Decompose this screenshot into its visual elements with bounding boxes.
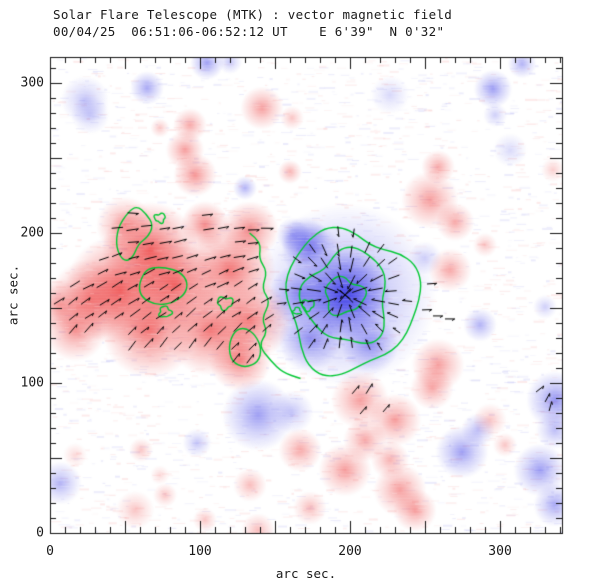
plot-title: Solar Flare Telescope (MTK) : vector mag… (53, 7, 453, 22)
x-tick-label: 300 (488, 544, 512, 559)
y-tick-label: 100 (20, 375, 44, 391)
x-tick-label: 200 (338, 544, 362, 559)
y-tick-label: 300 (20, 75, 44, 91)
y-tick-label: 200 (20, 225, 44, 241)
x-tick-label: 100 (188, 544, 212, 559)
x-axis-label: arc sec. (275, 566, 337, 581)
y-tick-label: 0 (36, 525, 44, 541)
plot-subtitle: 00/04/25 06:51:06-06:52:12 UT E 6'39" N … (53, 24, 445, 39)
y-axis-label: arc sec. (5, 264, 21, 326)
x-tick-label: 0 (46, 544, 54, 559)
